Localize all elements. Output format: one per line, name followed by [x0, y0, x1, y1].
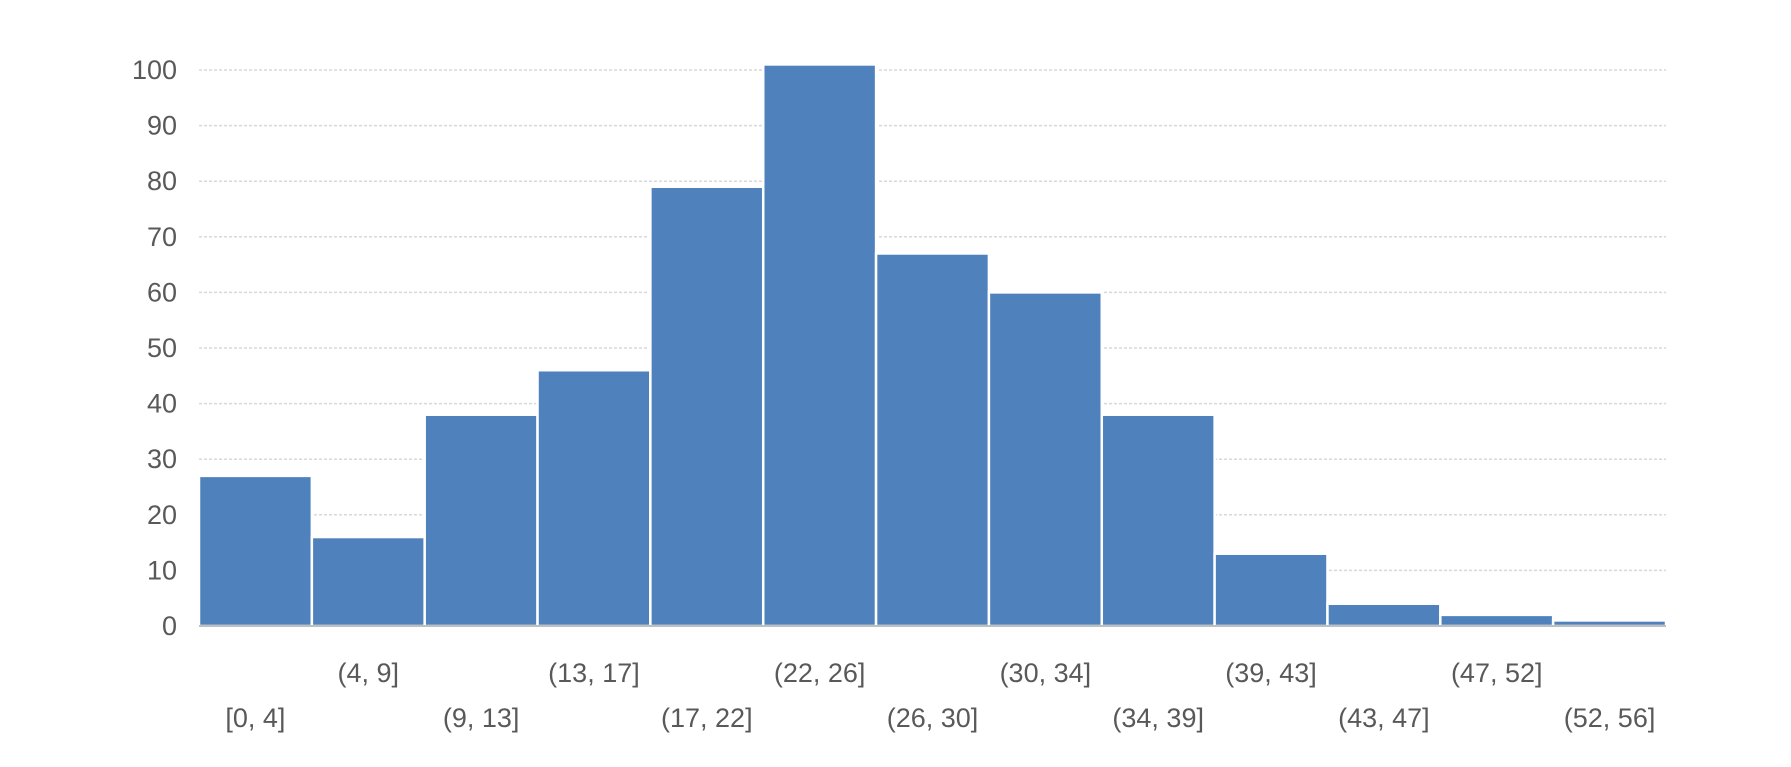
- bars: [197, 63, 1668, 628]
- x-tick-label: (52, 56]: [1564, 703, 1656, 733]
- y-tick-label: 30: [147, 444, 177, 474]
- x-tick-label: (47, 52]: [1451, 658, 1543, 688]
- y-tick-label: 70: [147, 222, 177, 252]
- x-tick-label: (43, 47]: [1338, 703, 1430, 733]
- y-tick-label: 90: [147, 111, 177, 141]
- x-tick-label: (4, 9]: [338, 658, 400, 688]
- x-tick-labels: [0, 4] (4, 9] (9, 13] (13, 17] (17, 22] (22, …: [225, 658, 1655, 733]
- x-tick-label: [0, 4]: [225, 703, 285, 733]
- bar: [536, 368, 652, 628]
- y-tick-label: 20: [147, 500, 177, 530]
- bar: [310, 535, 426, 628]
- x-tick-label: (17, 22]: [661, 703, 753, 733]
- bar: [1439, 613, 1555, 628]
- bar: [987, 291, 1104, 628]
- y-tick-label: 100: [132, 55, 177, 85]
- bar: [197, 474, 314, 628]
- bar: [1326, 602, 1442, 628]
- x-tick-label: (39, 43]: [1225, 658, 1317, 688]
- bar: [1100, 413, 1216, 628]
- y-tick-label: 10: [147, 555, 177, 585]
- y-tick-label: 0: [162, 611, 177, 641]
- bar: [649, 185, 765, 628]
- y-tick-label: 40: [147, 389, 177, 419]
- y-tick-labels: 0 10 20 30 40 50 60 70 80 90 100: [132, 55, 177, 641]
- x-tick-label: (22, 26]: [774, 658, 866, 688]
- x-tick-label: (26, 30]: [887, 703, 979, 733]
- bar: [761, 63, 878, 628]
- x-tick-label: (9, 13]: [443, 703, 520, 733]
- gridlines: [199, 69, 1666, 572]
- y-tick-label: 80: [147, 166, 177, 196]
- bar: [1213, 552, 1329, 628]
- y-tick-label: 60: [147, 277, 177, 307]
- bar: [423, 413, 539, 628]
- x-tick-label: (30, 34]: [1000, 658, 1092, 688]
- bar: [874, 252, 991, 628]
- y-tick-label: 50: [147, 333, 177, 363]
- x-tick-label: (13, 17]: [548, 658, 640, 688]
- x-tick-label: (34, 39]: [1112, 703, 1204, 733]
